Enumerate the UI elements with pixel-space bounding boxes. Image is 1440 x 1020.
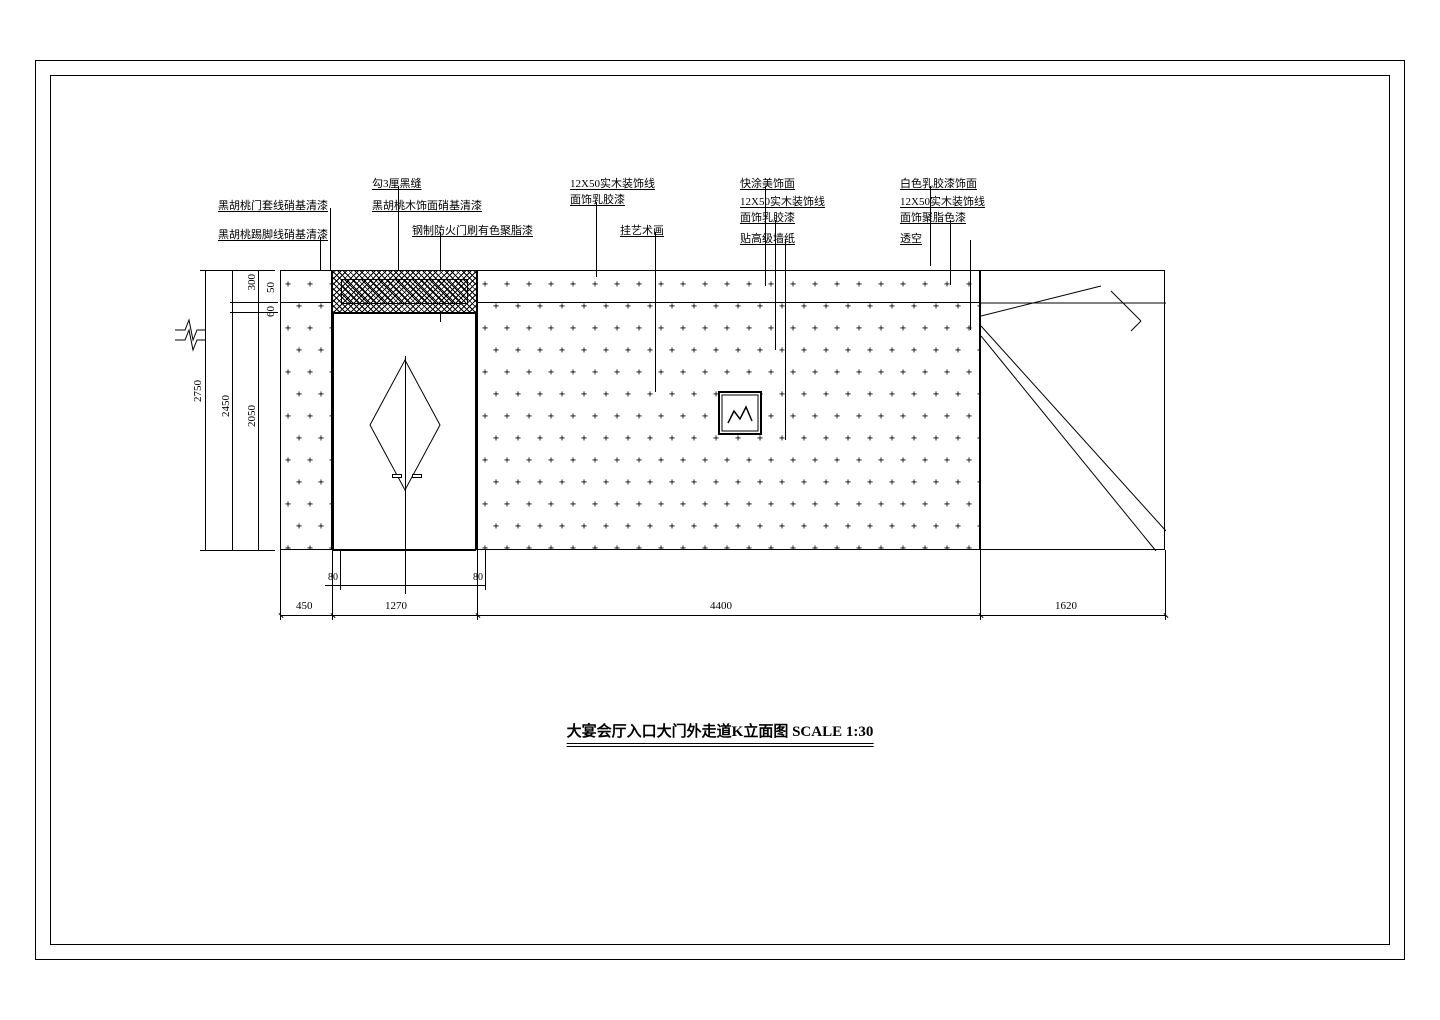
door-body [333, 313, 476, 551]
door-handle-left [392, 474, 402, 478]
dim-line [230, 312, 278, 313]
door-section [332, 270, 477, 550]
ann-top4: 12X50实木装饰线 [570, 175, 655, 191]
dim-line [200, 270, 275, 271]
elevation-drawing: +++++++++++++++++++++++++++++++++ ++++++… [280, 270, 1160, 610]
dim-line-h [280, 615, 1165, 616]
ext [980, 550, 981, 620]
dim-line-h [325, 585, 485, 586]
ext [340, 550, 341, 590]
break-mark [175, 325, 205, 355]
art-frame [718, 391, 762, 435]
main-wall: ++++++++++++++++++++++++++++++++++++++++… [477, 270, 980, 550]
dim-v-door: 2450 [220, 395, 232, 417]
door-handle-right [412, 474, 422, 478]
ann-top10: 12X50实木装饰线 [900, 193, 985, 209]
dim-line [200, 550, 275, 551]
ext [1165, 550, 1166, 620]
ann-top7b: 面饰乳胶漆 [740, 209, 795, 225]
dim-h3: 4400 [710, 600, 732, 612]
ann-top7: 12X50实木装饰线 [740, 193, 825, 209]
leader [930, 186, 931, 266]
ann-top8: 贴高级墙纸 [740, 230, 795, 246]
pillar-left: +++++++++++++++++++++++++++++++++ [280, 270, 332, 550]
dim-v-opening: 2050 [246, 405, 258, 427]
ann-top4b: 面饰乳胶漆 [570, 191, 625, 207]
ann-top10b: 面饰聚脂色漆 [900, 209, 966, 225]
dim-line [230, 302, 278, 303]
ann-top3: 钢制防火门刷有色聚脂漆 [412, 222, 533, 238]
door-header [333, 271, 476, 313]
ann-top5: 挂艺术画 [620, 222, 664, 238]
dim-h1: 450 [296, 600, 313, 612]
leader [596, 202, 597, 277]
ext [280, 550, 281, 620]
dim-gap2: 80 [473, 572, 483, 583]
ann-top2: 黑胡桃木饰面硝基清漆 [372, 197, 482, 213]
dim-h2: 1270 [385, 600, 407, 612]
dim-v-b1: 50 [265, 282, 277, 293]
ann-top6: 快涂美饰面 [740, 175, 795, 191]
ann-left2: 黑胡桃踢脚线硝基清漆 [218, 226, 328, 242]
dim-h4: 1620 [1055, 600, 1077, 612]
door-diamond [365, 355, 445, 495]
ann-top11: 透空 [900, 230, 922, 246]
dim-gap1: 80 [328, 572, 338, 583]
ann-left1: 黑胡桃门套线硝基清漆 [218, 197, 328, 213]
cross-pattern: +++++++++++++++++++++++++++++++++ [281, 271, 331, 549]
right-section [980, 270, 1165, 550]
ann-top1: 勾3厘黑缝 [372, 175, 422, 191]
dim-v-top: 300 [246, 274, 258, 291]
ann-top9: 白色乳胶漆饰面 [900, 175, 977, 191]
drawing-title: 大宴会厅入口大门外走道K立面图 SCALE 1:30 [567, 720, 874, 744]
ext [485, 550, 486, 590]
dim-v-total: 2750 [192, 380, 204, 402]
dim-line [205, 270, 206, 550]
